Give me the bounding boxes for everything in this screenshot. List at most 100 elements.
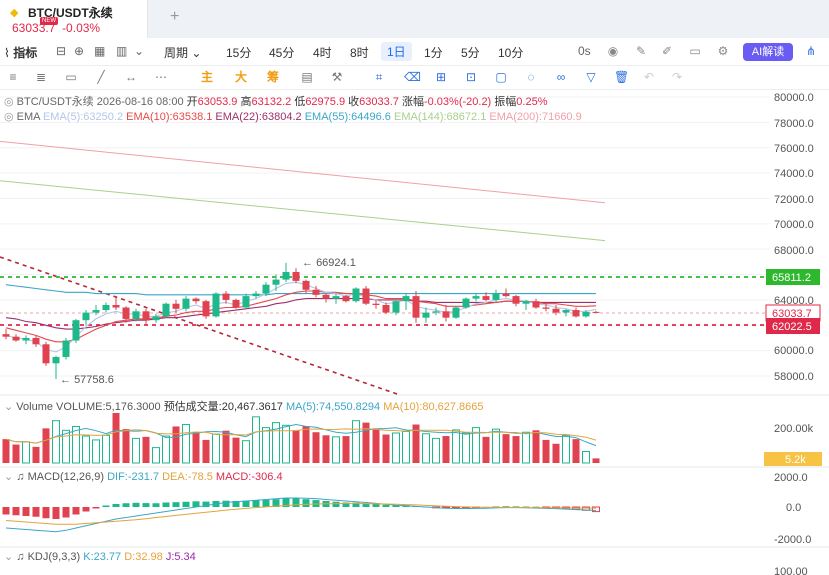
tab-btc-usdt[interactable]: ◆ BTC/USDT永续 NEW 63033.7 -0.03% (0, 0, 148, 38)
seconds-toggle[interactable]: 0s (578, 44, 591, 58)
volume-bar (22, 441, 30, 464)
kdj-bell-icon[interactable]: ♫ (16, 551, 25, 563)
volume-bar (52, 420, 60, 464)
menu-icon[interactable]: ≡ (9, 70, 17, 84)
rectangle-icon[interactable]: ▭ (65, 70, 77, 84)
candle-body (12, 336, 20, 341)
camera-icon[interactable]: ◉ (607, 44, 619, 58)
macd-tick: 2000.0 (774, 472, 808, 484)
share-icon[interactable]: ⋔ (805, 44, 817, 58)
candles (2, 262, 600, 380)
lock-icon[interactable]: ⊡ (465, 70, 477, 84)
layers-icon[interactable]: ▭ (689, 44, 701, 58)
volume-bar (192, 432, 200, 463)
arrow-icon[interactable]: ↔ (125, 70, 137, 84)
macd-bar (262, 499, 270, 507)
candle-body (442, 311, 450, 318)
candle-body (152, 316, 160, 321)
interval-5m[interactable]: 5分 (461, 46, 480, 60)
price-tick: 78000.0 (774, 118, 814, 130)
ruler-icon[interactable]: ▤ (301, 70, 313, 84)
volume-bar (392, 432, 400, 464)
ema-eye-icon[interactable]: ◎ (4, 111, 14, 123)
macd-bar (292, 498, 300, 507)
volume-bar (62, 429, 70, 464)
period-dropdown[interactable]: 周期 ⌄ (164, 46, 202, 60)
volume-bar (382, 434, 390, 463)
magnet-icon[interactable]: ⌗ (375, 70, 383, 84)
volume-bar (242, 440, 250, 464)
macd-bar (232, 501, 240, 507)
volume-bar (132, 437, 140, 464)
interval-1d[interactable]: 1日 (381, 42, 412, 61)
volume-bar (172, 426, 180, 463)
filter-icon[interactable]: ▽ (586, 70, 596, 84)
interval-8h[interactable]: 8时 (350, 46, 369, 60)
measure-icon[interactable]: ⊞ (435, 70, 447, 84)
macd-collapse-icon[interactable]: ⌄ (4, 471, 14, 483)
candle-body (262, 284, 270, 294)
volume-bar (512, 436, 520, 463)
eye-icon[interactable]: ◌ (527, 70, 535, 84)
grid-icon[interactable]: ▦ (94, 44, 106, 58)
settings-icon[interactable]: ⚙ (717, 44, 729, 58)
macd-bell-icon[interactable]: ♫ (16, 471, 25, 483)
undo-icon[interactable]: ↶ (643, 70, 655, 84)
candle-body (282, 272, 290, 280)
interval-15m[interactable]: 15分 (226, 46, 252, 60)
macd-bar (102, 505, 110, 507)
legend-eye-icon[interactable]: ◎ (4, 96, 14, 108)
candle-body (82, 312, 90, 321)
chevron-down-icon[interactable]: ⌄ (134, 44, 145, 58)
candle-body (42, 344, 50, 364)
interval-10m[interactable]: 10分 (498, 46, 524, 60)
macd-bar (592, 506, 600, 513)
kdj-collapse-icon[interactable]: ⌄ (4, 551, 14, 563)
brush-icon[interactable]: ⚒ (331, 70, 343, 84)
macd-bar (532, 506, 540, 508)
price-tick: 74000.0 (774, 168, 814, 180)
dots-icon[interactable]: ⋯ (155, 70, 167, 84)
indicator-menu[interactable]: ⌇ 指标 (4, 46, 38, 60)
drawn-trendline[interactable] (0, 256, 401, 396)
compare-icon[interactable]: ⊕ (74, 44, 85, 58)
macd-bar (502, 506, 510, 508)
main-force-button[interactable]: 主 (200, 70, 213, 84)
edit-icon[interactable]: ✐ (661, 44, 673, 58)
volume-bar (302, 426, 310, 463)
add-tab-button[interactable]: + (170, 8, 180, 25)
candle-body (192, 298, 200, 302)
candle-body (332, 296, 340, 299)
kline-chart[interactable]: ← 66924.1 ← 57758.6 80000.0 78000.0 7600… (0, 90, 829, 575)
price-tick: 76000.0 (774, 143, 814, 155)
interval-45m[interactable]: 45分 (269, 46, 295, 60)
trash-icon[interactable]: 🗑 (614, 70, 630, 84)
draw-pen-icon[interactable]: ✎ (635, 44, 647, 58)
candle-body (452, 307, 460, 318)
ema55-line (5, 284, 596, 296)
volume-bar (372, 428, 380, 463)
trendline-icon[interactable]: ╱ (97, 70, 105, 84)
hlines-icon[interactable]: ≣ (35, 70, 47, 84)
candle-body (342, 296, 350, 302)
volume-bar (142, 436, 150, 463)
interval-1m[interactable]: 1分 (424, 46, 443, 60)
chip-button[interactable]: 筹 (266, 70, 279, 84)
chart-type-icon[interactable]: ▥ (116, 44, 128, 58)
layer-icon[interactable]: ▢ (495, 70, 507, 84)
eraser-icon[interactable]: ⌫ (404, 70, 421, 84)
interval-4h[interactable]: 4时 (313, 46, 332, 60)
redo-icon[interactable]: ↷ (671, 70, 683, 84)
candle-body (302, 280, 310, 290)
kdj-tick: 100.00 (774, 566, 808, 575)
layout-icon[interactable]: ⊟ (56, 44, 67, 58)
macd-bar (12, 507, 20, 516)
ohlc-legend: ◎ BTC/USDT永续 2026-08-16 08:00 开63053.9 高… (4, 96, 548, 108)
big-order-button[interactable]: 大 (234, 70, 247, 84)
volume-tag (764, 452, 822, 466)
link-icon[interactable]: ∞ (556, 70, 566, 84)
ema-long-lines (0, 140, 606, 242)
candle-body (492, 293, 500, 300)
volume-collapse-icon[interactable]: ⌄ (4, 401, 14, 413)
ai-analysis-button[interactable]: AI解读 (743, 43, 793, 61)
